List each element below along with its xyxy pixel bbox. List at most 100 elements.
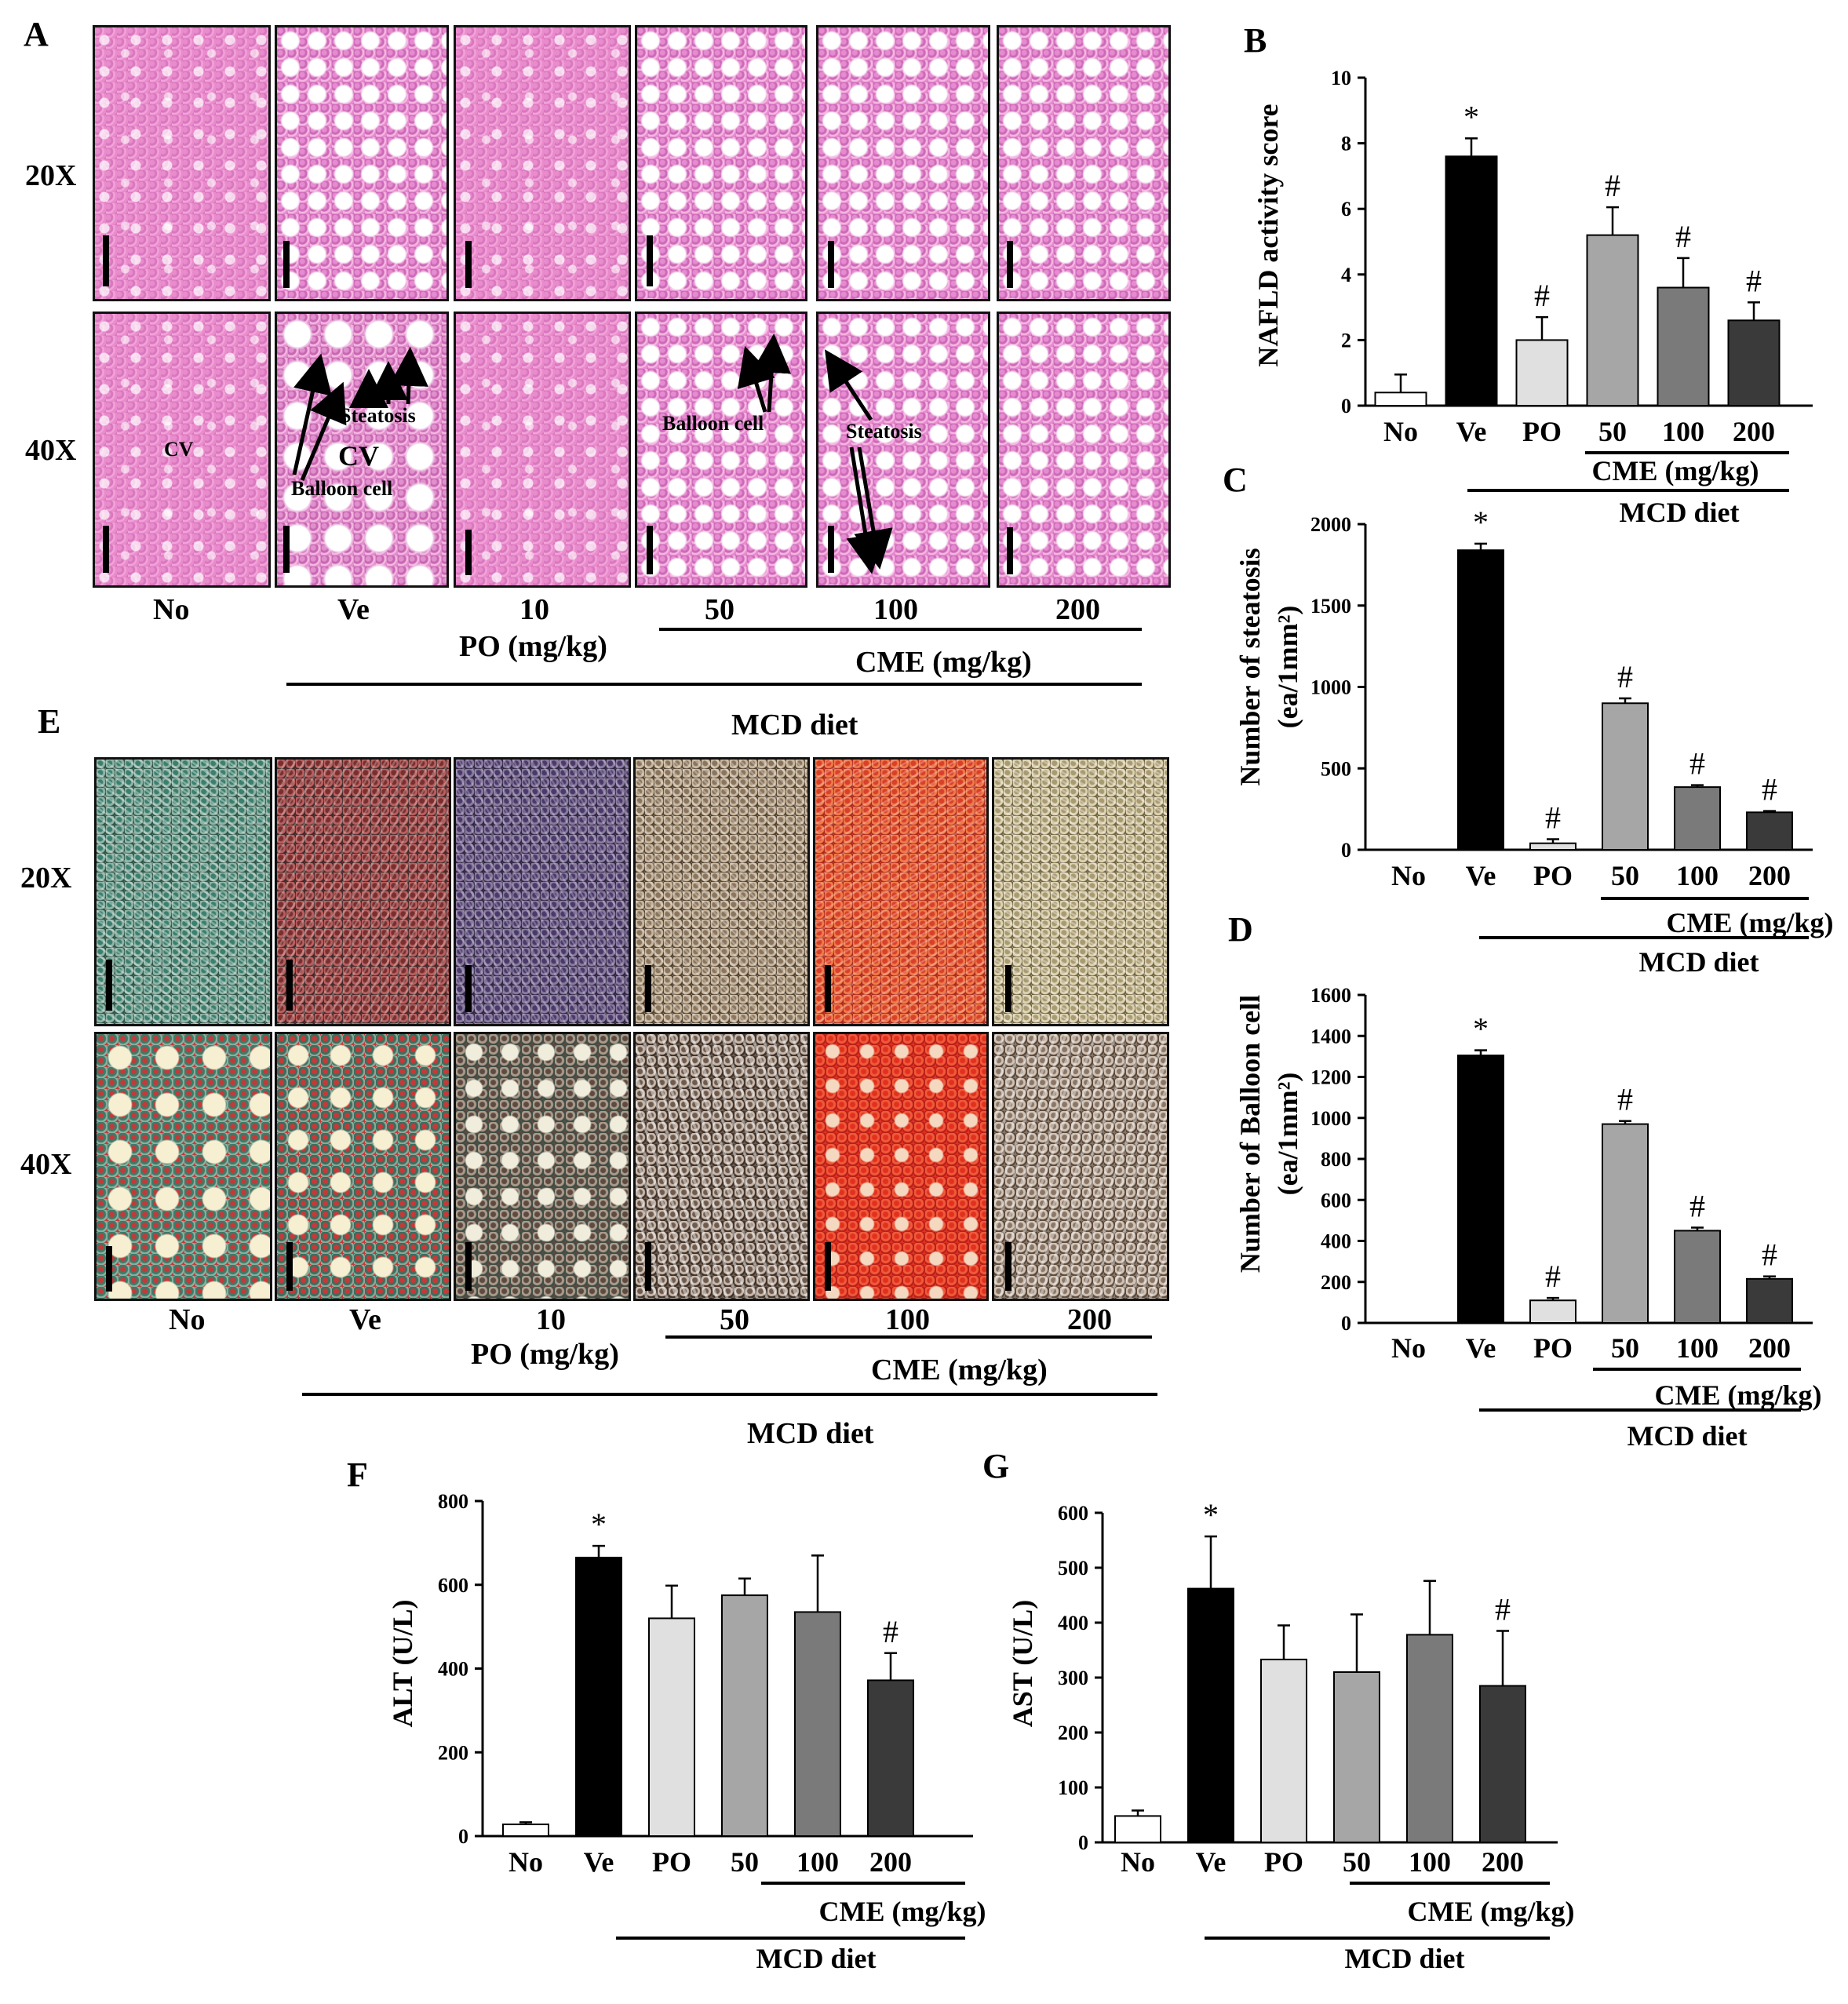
he-20x-200 xyxy=(997,25,1171,301)
he-40x-po xyxy=(454,312,631,588)
scale-bar xyxy=(465,241,472,288)
bar xyxy=(1457,1055,1504,1324)
y-tick-label: 4 xyxy=(1341,264,1351,286)
bar xyxy=(1187,1587,1234,1843)
group-label: CME (mg/kg) xyxy=(1667,907,1834,938)
panel-e-cme-line xyxy=(665,1335,1152,1339)
bar xyxy=(502,1824,549,1837)
panel-a-group-no: No xyxy=(153,593,190,626)
scale-bar xyxy=(1005,965,1011,1012)
scale-bar xyxy=(106,960,112,1011)
he-40x-200 xyxy=(997,312,1171,588)
y-tick-label: 8 xyxy=(1341,133,1351,155)
category-label: 50 xyxy=(731,1846,759,1878)
bar xyxy=(1260,1658,1307,1843)
category-label: PO xyxy=(652,1846,691,1878)
panel-a-cme-line xyxy=(659,628,1142,631)
cv-label: CV xyxy=(164,438,194,461)
y-tick-label: 100 xyxy=(1058,1776,1088,1799)
scale-bar xyxy=(825,1242,831,1291)
scale-bar xyxy=(286,960,293,1011)
bar xyxy=(1114,1815,1161,1843)
y-tick-label: 2000 xyxy=(1310,513,1351,536)
category-label: 200 xyxy=(1748,1332,1791,1364)
scale-bar xyxy=(465,1242,472,1291)
panel-e-diet-line xyxy=(302,1393,1157,1396)
panel-letter-g: G xyxy=(982,1447,1010,1485)
diet-label: MCD diet xyxy=(1620,497,1740,528)
y-tick-label: 0 xyxy=(458,1825,468,1848)
category-label: PO xyxy=(1533,860,1573,891)
bar xyxy=(1727,319,1781,407)
y-axis-label: NAFLD activity score xyxy=(1252,104,1284,366)
panel-e-po-label: PO (mg/kg) xyxy=(471,1338,619,1371)
bar xyxy=(1515,339,1569,406)
scale-bar xyxy=(465,530,472,575)
panel-e-group-100: 100 xyxy=(885,1303,930,1336)
scale-bar xyxy=(283,526,290,573)
category-label: 200 xyxy=(1748,860,1791,891)
category-label: No xyxy=(1391,860,1426,891)
group-label: CME (mg/kg) xyxy=(1655,1379,1822,1411)
panel-a-group-ve: Ve xyxy=(337,593,370,626)
bar xyxy=(867,1679,914,1838)
category-label: No xyxy=(1121,1846,1155,1878)
panel-e-cme-label: CME (mg/kg) xyxy=(871,1354,1048,1386)
panel-a-diet-label: MCD diet xyxy=(731,709,858,741)
significance-marker: # xyxy=(1762,772,1777,807)
trichrome-40x-50 xyxy=(633,1032,810,1301)
y-axis-label: AST (U/L) xyxy=(1007,1600,1038,1727)
category-label: PO xyxy=(1533,1332,1573,1364)
panel-e-group-200: 200 xyxy=(1067,1303,1112,1336)
category-label: Ve xyxy=(1466,860,1496,891)
significance-marker: # xyxy=(1605,168,1620,203)
balloon-cell-label: Balloon cell xyxy=(662,412,764,435)
bar xyxy=(648,1617,695,1837)
y-axis-label: ALT (U/L) xyxy=(387,1599,418,1727)
bar xyxy=(721,1594,768,1837)
panel-letter-d: D xyxy=(1228,910,1253,949)
scale-bar xyxy=(103,526,109,573)
category-label: 200 xyxy=(1482,1846,1524,1878)
diet-label: MCD diet xyxy=(1627,1420,1748,1452)
panel-a-group-10: 10 xyxy=(519,593,549,626)
scale-bar xyxy=(828,241,834,288)
trichrome-20x-no xyxy=(94,757,272,1026)
panel-e-group-50: 50 xyxy=(720,1303,749,1336)
scale-bar xyxy=(645,1242,651,1291)
bar xyxy=(1529,842,1576,851)
scale-bar xyxy=(103,235,109,286)
category-label: 200 xyxy=(869,1846,912,1878)
he-20x-po xyxy=(454,25,631,301)
bar xyxy=(1674,786,1721,851)
bar xyxy=(1457,549,1504,851)
scale-bar xyxy=(1007,241,1013,288)
scale-bar xyxy=(647,235,653,286)
y-tick-label: 300 xyxy=(1058,1667,1088,1689)
y-tick-label: 800 xyxy=(1321,1148,1351,1171)
category-label: 100 xyxy=(1409,1846,1451,1878)
significance-marker: # xyxy=(1675,219,1691,254)
scale-bar xyxy=(1005,1242,1011,1291)
group-label: CME (mg/kg) xyxy=(1408,1896,1575,1927)
bar xyxy=(1406,1634,1453,1843)
he-40x-no: CV xyxy=(93,312,271,588)
category-label: Ve xyxy=(1456,416,1487,447)
panel-letter-f: F xyxy=(347,1456,368,1494)
significance-marker: # xyxy=(1545,1259,1561,1294)
category-label: 50 xyxy=(1343,1846,1371,1878)
trichrome-40x-no xyxy=(94,1032,272,1301)
scale-bar xyxy=(825,965,831,1012)
bar xyxy=(1385,1322,1432,1324)
he-20x-50 xyxy=(635,25,807,301)
y-tick-label: 600 xyxy=(1321,1189,1351,1212)
panel-letter-e: E xyxy=(38,702,61,741)
bar xyxy=(1529,1299,1576,1324)
trichrome-40x-po xyxy=(454,1032,631,1301)
bar xyxy=(1445,155,1498,406)
y-tick-label: 500 xyxy=(1321,757,1351,780)
cv-label: CV xyxy=(338,440,379,472)
bar xyxy=(1586,234,1639,407)
panel-e-group-ve: Ve xyxy=(349,1303,381,1336)
y-tick-label: 2 xyxy=(1341,329,1351,352)
